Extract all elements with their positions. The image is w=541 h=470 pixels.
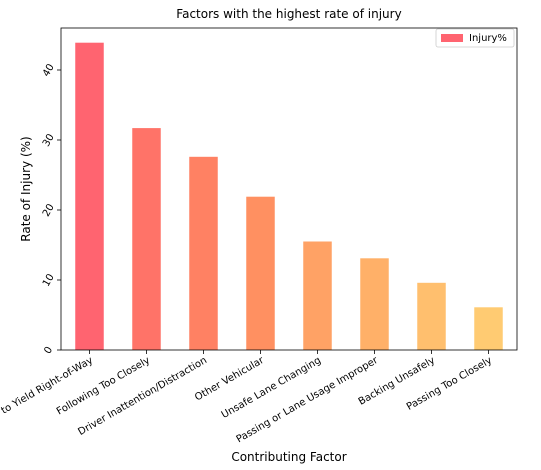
y-tick-label: 40 (41, 62, 57, 79)
legend-swatch (441, 34, 463, 42)
y-tick-label: 0 (43, 345, 56, 356)
x-axis-label: Contributing Factor (231, 450, 346, 464)
legend-frame (435, 28, 515, 48)
bar-1 (75, 42, 104, 350)
y-tick-label: 30 (41, 132, 57, 149)
legend-label: Injury% (469, 33, 507, 44)
plot-area-frame (60, 27, 518, 351)
y-axis-ticks: 0 10 20 30 40 (41, 62, 61, 356)
bars-group (75, 42, 503, 350)
bar-3 (189, 156, 218, 350)
bar-2 (132, 128, 161, 350)
y-axis-label: Rate of Injury (%) (19, 136, 33, 241)
bar-8 (474, 307, 503, 350)
x-tick-label: Following Too Closely (55, 355, 152, 417)
x-tick-label: Unsafe Lane Changing (220, 355, 323, 421)
bar-4 (246, 196, 275, 350)
bar-7 (417, 282, 446, 350)
chart-title: Factors with the highest rate of injury (176, 7, 401, 21)
bar-5 (303, 241, 332, 350)
y-tick-label: 20 (41, 202, 57, 219)
bar-6 (360, 258, 389, 350)
y-tick-label: 10 (41, 272, 57, 289)
legend: Injury% (435, 28, 515, 48)
